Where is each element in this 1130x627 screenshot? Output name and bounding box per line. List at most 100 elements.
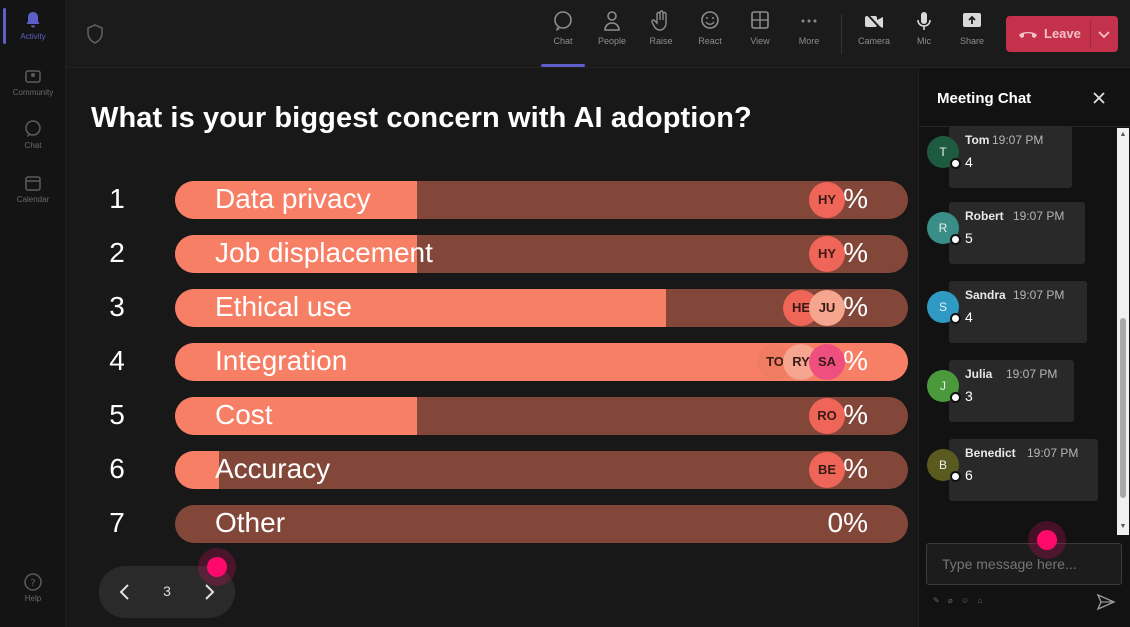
chat-scrollbar[interactable]: ▲ ▼ bbox=[1117, 128, 1129, 535]
presence-status-dot bbox=[950, 392, 961, 403]
avatar-initial: R bbox=[938, 221, 948, 235]
rail-label-community: Community bbox=[12, 88, 54, 97]
scroll-down-icon[interactable]: ▼ bbox=[1119, 523, 1127, 530]
option-number: 1 bbox=[109, 183, 125, 214]
option-number: 5 bbox=[109, 399, 125, 430]
leave-divider bbox=[1090, 20, 1091, 48]
meeting-toolbar: Chat People Raise React View More Camera… bbox=[66, 0, 1130, 68]
option-label: Integration bbox=[215, 345, 348, 376]
scroll-up-icon[interactable]: ▲ bbox=[1119, 131, 1127, 138]
raise-hand-icon bbox=[651, 10, 667, 31]
toolbar-more-label: More bbox=[798, 36, 820, 46]
scrollbar-thumb[interactable] bbox=[1120, 318, 1126, 498]
toolbar-people-button[interactable]: People bbox=[590, 10, 634, 46]
format-toolbar[interactable]: ✎ ⌀ ☺ ⌂ bbox=[933, 596, 986, 605]
chat-sender-name: Tom bbox=[965, 133, 990, 147]
toolbar-people-label: People bbox=[597, 36, 627, 46]
option-number: 7 bbox=[109, 507, 125, 538]
toolbar-camera-label: Camera bbox=[857, 36, 890, 46]
chat-message[interactable]: Benedict 19:07 PM 6 bbox=[949, 439, 1098, 501]
toolbar-view-button[interactable]: View bbox=[738, 10, 782, 46]
option-label: Accuracy bbox=[215, 453, 331, 484]
rail-item-chat[interactable]: Chat bbox=[0, 119, 66, 150]
page-number: 3 bbox=[163, 583, 171, 599]
voter-avatar: JU bbox=[809, 290, 845, 326]
toolbar-chat-label: Chat bbox=[553, 36, 573, 46]
toolbar-more-button[interactable]: More bbox=[787, 10, 831, 46]
chat-message[interactable]: Tom 19:07 PM 4 bbox=[949, 126, 1072, 188]
chat-message[interactable]: Julia 19:07 PM 3 bbox=[949, 360, 1074, 422]
poll-option-row: 5Cost11%RO bbox=[66, 397, 918, 435]
rail-label-help: Help bbox=[24, 594, 42, 603]
chat-title: Meeting Chat bbox=[937, 90, 1032, 107]
option-percent: 0% bbox=[827, 507, 868, 538]
option-bar-track bbox=[175, 505, 908, 543]
pointer-highlight bbox=[1037, 530, 1057, 550]
pointer-highlight bbox=[207, 557, 227, 577]
voter-avatar: SA bbox=[809, 344, 845, 380]
avatar-initial: B bbox=[938, 458, 947, 472]
toolbar-divider bbox=[841, 14, 842, 54]
toolbar-share-label: Share bbox=[959, 36, 985, 46]
option-bar-fill bbox=[175, 235, 417, 273]
toolbar-raise-button[interactable]: Raise bbox=[639, 10, 683, 46]
poll-option-row: 7 Other 0% bbox=[66, 505, 918, 543]
chevron-left-icon[interactable] bbox=[115, 582, 135, 602]
chat-icon bbox=[554, 11, 572, 31]
chat-sender-name: Robert bbox=[965, 209, 1004, 223]
chat-avatar: J bbox=[927, 370, 961, 403]
toolbar-share-button[interactable]: Share bbox=[950, 10, 994, 46]
toolbar-chat-button[interactable]: Chat bbox=[541, 10, 585, 67]
rail-item-help[interactable]: ? Help bbox=[0, 572, 66, 603]
chat-icon bbox=[25, 120, 41, 137]
option-bar-track bbox=[175, 235, 908, 273]
close-icon[interactable] bbox=[1091, 90, 1107, 106]
toolbar-react-button[interactable]: React bbox=[688, 10, 732, 46]
avatar-initial: S bbox=[938, 300, 947, 314]
option-label: Other bbox=[215, 507, 286, 538]
community-icon bbox=[25, 70, 41, 83]
option-bar-fill bbox=[175, 289, 667, 327]
chat-timestamp: 19:07 PM bbox=[1013, 288, 1065, 302]
option-number: 2 bbox=[109, 237, 125, 268]
poll-question: What is your biggest concern with AI ado… bbox=[91, 102, 752, 134]
chat-message-input[interactable] bbox=[926, 543, 1122, 585]
option-number: 4 bbox=[109, 345, 125, 376]
chat-message[interactable]: Sandra 19:07 PM 4 bbox=[949, 281, 1087, 343]
rail-item-community[interactable]: Community bbox=[0, 66, 66, 97]
bell-icon bbox=[26, 12, 40, 28]
rail-item-activity[interactable]: Activity bbox=[0, 10, 66, 41]
toolbar-camera-button[interactable]: Camera bbox=[852, 10, 896, 46]
chat-avatar: B bbox=[927, 449, 961, 482]
option-bar-fill bbox=[175, 397, 417, 435]
option-bar-track bbox=[175, 181, 908, 219]
toolbar-mic-label: Mic bbox=[917, 36, 931, 46]
poll-option-row: 6Accuracy11%BE bbox=[66, 451, 918, 489]
toolbar-mic-button[interactable]: Mic bbox=[902, 10, 946, 46]
voter-avatar: RO bbox=[809, 398, 845, 434]
chat-message-text: 5 bbox=[965, 230, 973, 246]
chevron-right-icon[interactable] bbox=[199, 582, 219, 602]
chat-avatar: T bbox=[927, 136, 961, 169]
rail-item-calendar[interactable]: Calendar bbox=[0, 173, 66, 204]
rail-active-indicator bbox=[3, 8, 6, 44]
chat-message[interactable]: Robert 19:07 PM 5 bbox=[949, 202, 1085, 264]
option-label: Cost bbox=[215, 399, 273, 430]
microphone-icon bbox=[917, 12, 931, 30]
chat-avatar: R bbox=[927, 212, 961, 245]
share-screen-icon bbox=[963, 13, 981, 27]
chat-timestamp: 19:07 PM bbox=[1006, 367, 1058, 381]
shield-icon bbox=[87, 24, 103, 44]
more-dots-icon bbox=[801, 19, 817, 23]
chevron-down-icon[interactable] bbox=[1096, 26, 1112, 42]
voter-avatar: HY bbox=[809, 236, 845, 272]
send-icon[interactable] bbox=[1096, 592, 1116, 612]
option-bar-fill bbox=[175, 181, 417, 219]
avatar-initial: T bbox=[939, 145, 947, 159]
leave-button[interactable]: Leave bbox=[1006, 16, 1118, 52]
people-icon bbox=[604, 11, 620, 31]
presence-status-dot bbox=[950, 313, 961, 324]
rail-label-activity: Activity bbox=[20, 32, 46, 41]
